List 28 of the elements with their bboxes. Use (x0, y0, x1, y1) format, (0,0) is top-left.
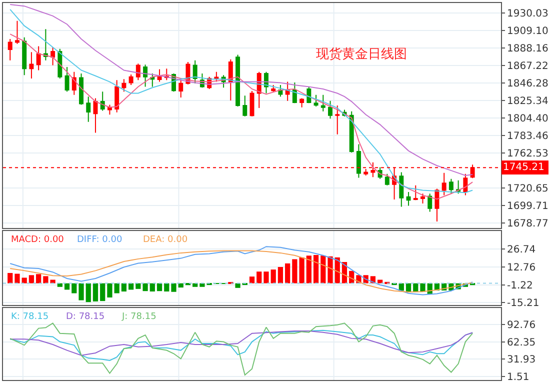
y-tick-label: 1846.28 (507, 78, 548, 90)
y-tick-label: 1762.53 (507, 148, 548, 160)
text: D: 78.15 (66, 312, 105, 322)
y-tick-label: 1783.46 (507, 131, 548, 142)
y-tick-label: 12.76 (507, 262, 536, 274)
y-tick-label: 1.51 (507, 372, 530, 383)
y-tick-label: 1867.22 (507, 61, 548, 72)
y-tick-label: 1930.03 (507, 8, 548, 20)
y-tick-label: 1678.77 (507, 218, 548, 230)
y-tick-label: -15.21 (507, 298, 540, 310)
text: 现货黄金日线图 (316, 47, 407, 62)
y-tick-label: 1699.71 (507, 201, 548, 212)
text: DIFF: 0.00 (77, 235, 122, 245)
y-tick-label: 62.35 (507, 337, 536, 348)
series-label: J: 78.15 (121, 312, 156, 322)
text: MACD: 0.00 (11, 235, 64, 245)
y-tick-label: 1909.10 (507, 26, 548, 38)
y-tick-label: 92.76 (507, 320, 536, 332)
y-tick-label: 1720.65 (507, 184, 548, 195)
y-tick-label: 26.74 (507, 244, 536, 256)
series-label: K: 78.15 (11, 312, 49, 322)
y-tick-label: 1804.40 (507, 114, 548, 125)
ref-line-label: 1745.21 (503, 162, 544, 173)
y-tick-label: 31.93 (507, 354, 536, 366)
y-tick-label: 1825.34 (507, 96, 548, 108)
y-tick-label: -1.22 (507, 280, 533, 292)
y-tick-label: 1888.16 (507, 44, 548, 55)
series-label: DEA: 0.00 (143, 235, 188, 245)
